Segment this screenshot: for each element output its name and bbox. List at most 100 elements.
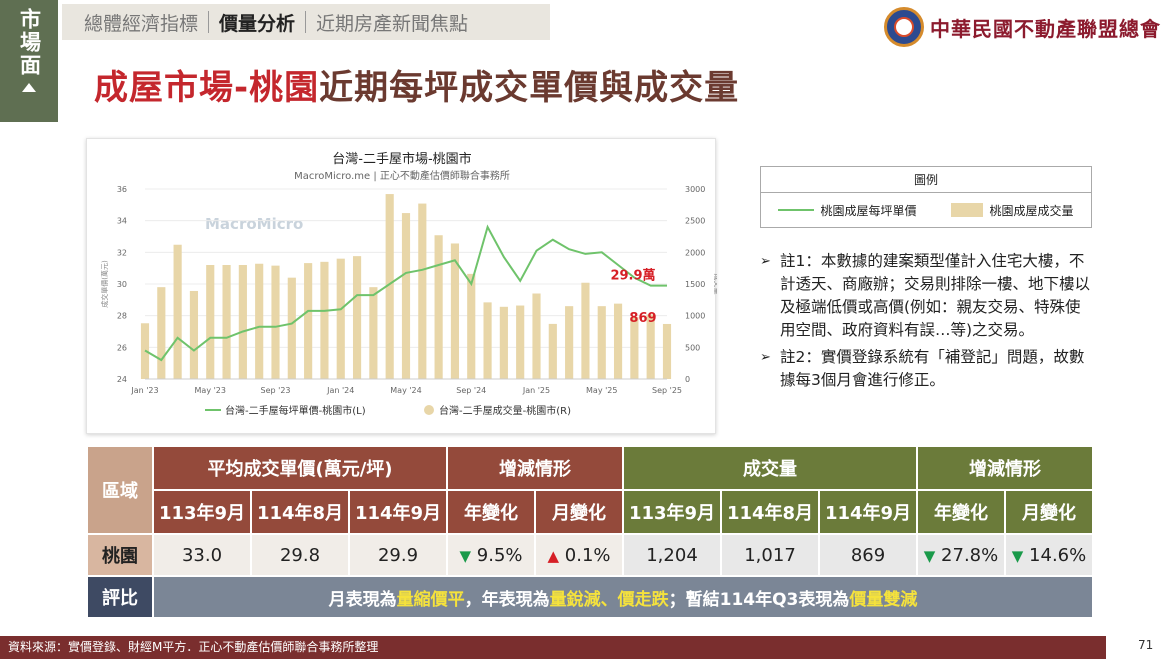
title-part-1: 成屋市場-桃園 — [94, 68, 320, 108]
triangle-up-icon — [22, 83, 36, 92]
chart-subtitle: MacroMicro.me | 正心不動產估價師聯合事務所 — [294, 169, 510, 182]
col-header: 114年9月 — [820, 491, 916, 533]
volume-bar — [157, 287, 166, 379]
x-tick-label: Sep '24 — [456, 386, 486, 395]
eval-part: 月表現為 — [328, 589, 397, 610]
vol-113-9: 1,204 — [624, 535, 720, 575]
volume-bar — [646, 314, 655, 379]
section-tag-label: 市場面 — [17, 8, 42, 77]
volume-bar — [450, 243, 460, 379]
legend-item-volume: 桃園成屋成交量 — [951, 202, 1074, 219]
col-header: 年變化 — [448, 491, 534, 533]
region-header: 區域 — [88, 447, 152, 533]
y-right-tick-label: 0 — [685, 375, 690, 384]
y-right-tick-label: 1500 — [685, 280, 705, 289]
page-number: 71 — [1138, 638, 1154, 652]
volume-bar — [369, 287, 378, 379]
note-item: ➢ 註2：實價登錄系統有「補登記」問題，故數據每3個月會進行修正。 — [760, 346, 1092, 392]
volume-bar — [613, 303, 623, 379]
price-line — [144, 224, 667, 362]
col-header: 114年8月 — [722, 491, 818, 533]
eval-text: 月表現為量縮價平，年表現為量銳減、價走跌；暫結114年Q3表現為價量雙減 — [154, 577, 1092, 617]
note-item: ➢ 註1：本數據的建案類型僅計入住宅大樓，不計透天、商廠辦；交易則排除一樓、地下… — [760, 250, 1092, 342]
region-cell: 桃園 — [88, 535, 152, 575]
x-tick-label: May '23 — [195, 386, 226, 395]
price-mom-value: 0.1% — [564, 544, 611, 566]
down-triangle-icon: ▼ — [923, 546, 936, 565]
org-name: 中華民國不動產聯盟總會 — [930, 16, 1161, 41]
source-footer: 資料來源：實價登錄、財經M平方．正心不動產估價師聯合事務所整理 — [0, 636, 1106, 659]
vol-114-9: 869 — [820, 535, 916, 575]
y-left-tick-label: 32 — [117, 248, 127, 257]
volume-bar — [352, 256, 362, 379]
volume-bar — [581, 282, 590, 379]
price-change-header: 增減情形 — [448, 447, 622, 489]
volume-bar — [418, 203, 427, 379]
x-tick-label: Jan '23 — [130, 386, 158, 395]
y-right-tick-label: 500 — [685, 343, 700, 352]
tab-price-volume[interactable]: 價量分析 — [219, 12, 296, 35]
volume-bar — [630, 316, 639, 379]
legend-title: 圖例 — [761, 167, 1091, 193]
col-header: 113年9月 — [154, 491, 250, 533]
price-yoy-value: 9.5% — [476, 544, 523, 566]
notes: ➢ 註1：本數據的建案類型僅計入住宅大樓，不計透天、商廠辦；交易則排除一樓、地下… — [760, 250, 1092, 396]
arrow-bullet-icon: ➢ — [760, 254, 771, 269]
legend-volume-label: 桃園成屋成交量 — [989, 203, 1074, 218]
y-left-tick-label: 36 — [117, 185, 127, 194]
vol-mom: ▼ 14.6% — [1006, 535, 1092, 575]
price-annotation: 29.9萬 — [610, 268, 655, 284]
down-triangle-icon: ▼ — [1011, 546, 1024, 565]
volume-bar — [385, 194, 394, 379]
legend-box: 圖例 桃園成屋每坪單價 桃園成屋成交量 — [760, 166, 1092, 228]
nav-divider — [208, 11, 210, 33]
volume-bar — [401, 213, 411, 379]
y-right-tick-label: 2500 — [685, 217, 705, 226]
bar-swatch-icon — [951, 203, 984, 217]
tab-news-focus[interactable]: 近期房產新聞焦點 — [316, 12, 469, 35]
y-right-tick-label: 3000 — [685, 185, 705, 194]
y-left-tick-label: 24 — [117, 375, 127, 384]
down-triangle-icon: ▼ — [459, 546, 472, 565]
arrow-bullet-icon: ➢ — [760, 350, 771, 365]
line-swatch-icon — [778, 209, 815, 211]
volume-bar — [532, 293, 541, 379]
legend-bar-swatch — [424, 405, 434, 415]
x-tick-label: May '24 — [390, 386, 421, 395]
volume-bar — [499, 306, 508, 379]
eval-part: ，年表現為 — [464, 589, 550, 610]
eval-label: 評比 — [88, 577, 152, 617]
col-header: 114年8月 — [252, 491, 348, 533]
volume-bar — [222, 265, 231, 379]
col-header: 月變化 — [1006, 491, 1092, 533]
y-left-tick-label: 30 — [117, 280, 127, 289]
tab-macro-indicators[interactable]: 總體經濟指標 — [84, 12, 199, 35]
vol-yoy: ▼ 27.8% — [918, 535, 1004, 575]
chart-watermark: MacroMicro — [205, 215, 303, 233]
volume-bar — [516, 305, 525, 379]
up-triangle-icon: ▲ — [547, 546, 560, 565]
price-mom: ▲ 0.1% — [536, 535, 622, 575]
eval-highlight: 量縮價平 — [396, 589, 465, 610]
chart-legend-bar-label: 台灣-二手屋成交量-桃園市(R) — [439, 404, 571, 417]
title-part-2: 近期每坪成交單價與成交量 — [319, 68, 740, 108]
y-right-axis-label: 成交量 — [713, 274, 717, 295]
volume-bar — [238, 265, 247, 379]
volume-bar — [173, 244, 182, 379]
note-text: 註1：本數據的建案類型僅計入住宅大樓，不計透天、商廠辦；交易則排除一樓、地下樓以… — [780, 252, 1091, 339]
eval-part: ；暫結114年Q3表現為 — [668, 589, 850, 610]
x-tick-label: Jan '25 — [522, 386, 550, 395]
vol-114-8: 1,017 — [722, 535, 818, 575]
chart-title: 台灣-二手屋市場-桃園市 — [332, 151, 471, 167]
y-left-tick-label: 26 — [117, 343, 127, 352]
y-right-tick-label: 1000 — [685, 312, 705, 321]
volume-bar — [206, 265, 215, 379]
col-header: 113年9月 — [624, 491, 720, 533]
chart-card: 台灣-二手屋市場-桃園市 MacroMicro.me | 正心不動產估價師聯合事務… — [86, 138, 717, 434]
y-left-tick-label: 28 — [117, 312, 127, 321]
volume-bar — [287, 277, 296, 379]
volume-group-header: 成交量 — [624, 447, 916, 489]
volume-change-header: 增減情形 — [918, 447, 1092, 489]
price-group-header: 平均成交單價(萬元/坪) — [154, 447, 446, 489]
x-tick-label: Sep '25 — [652, 386, 682, 395]
